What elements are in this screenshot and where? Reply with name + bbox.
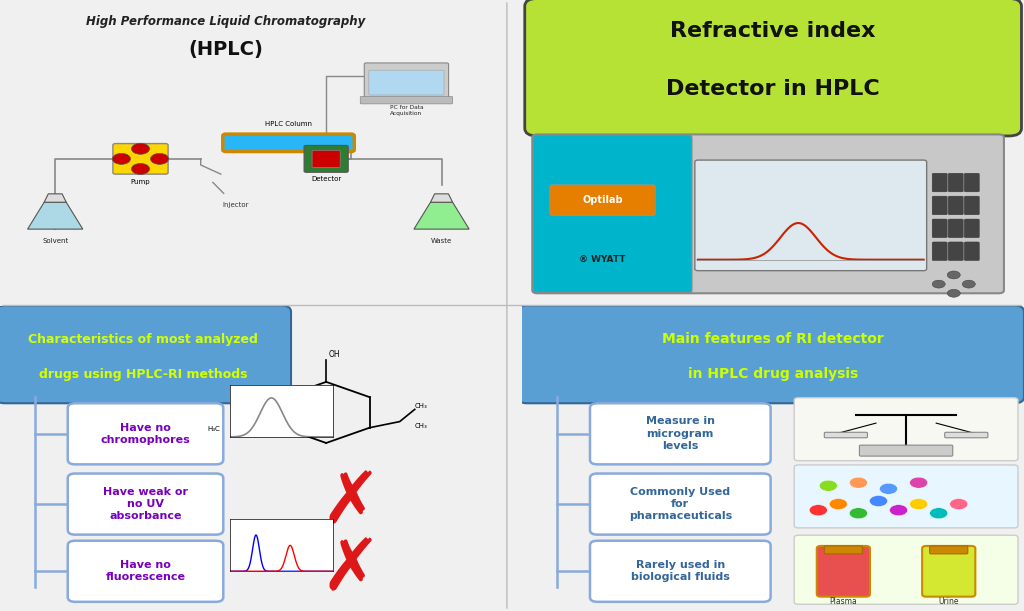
Text: Detector in HPLC: Detector in HPLC — [667, 79, 880, 98]
Polygon shape — [28, 202, 83, 229]
Polygon shape — [414, 202, 469, 229]
Text: ✗: ✗ — [321, 537, 382, 606]
FancyBboxPatch shape — [0, 306, 291, 403]
Circle shape — [947, 271, 961, 279]
Circle shape — [930, 508, 948, 519]
FancyBboxPatch shape — [795, 398, 1018, 461]
Text: Detector: Detector — [311, 176, 341, 181]
Text: in HPLC drug analysis: in HPLC drug analysis — [688, 367, 858, 381]
FancyBboxPatch shape — [113, 144, 168, 174]
Circle shape — [809, 505, 827, 516]
FancyBboxPatch shape — [534, 135, 692, 293]
Text: Characteristics of most analyzed: Characteristics of most analyzed — [28, 332, 258, 346]
Text: CH₃: CH₃ — [415, 423, 427, 429]
Circle shape — [131, 163, 150, 175]
Text: Plasma: Plasma — [829, 598, 857, 606]
Polygon shape — [430, 194, 453, 202]
FancyBboxPatch shape — [369, 70, 444, 95]
Text: Measure in
microgram
levels: Measure in microgram levels — [646, 417, 715, 451]
Circle shape — [829, 499, 848, 510]
Circle shape — [151, 153, 169, 164]
FancyBboxPatch shape — [590, 541, 771, 602]
Text: H₃C: H₃C — [208, 426, 220, 432]
FancyBboxPatch shape — [795, 535, 1018, 604]
FancyBboxPatch shape — [948, 196, 964, 215]
Circle shape — [932, 280, 945, 288]
FancyBboxPatch shape — [824, 546, 862, 554]
FancyBboxPatch shape — [965, 174, 979, 192]
FancyBboxPatch shape — [365, 63, 449, 99]
Circle shape — [131, 143, 150, 155]
Text: CH₃: CH₃ — [415, 403, 427, 409]
Text: ® WYATT: ® WYATT — [580, 255, 626, 264]
Circle shape — [880, 483, 898, 494]
FancyBboxPatch shape — [590, 403, 771, 464]
Text: (HPLC): (HPLC) — [188, 40, 263, 59]
Polygon shape — [44, 194, 67, 202]
Circle shape — [890, 505, 907, 516]
Text: Have no
chromophores: Have no chromophores — [100, 423, 190, 445]
Text: Injector: Injector — [222, 202, 249, 208]
FancyBboxPatch shape — [932, 242, 947, 260]
Text: ✗: ✗ — [321, 470, 382, 538]
FancyBboxPatch shape — [695, 160, 927, 271]
FancyBboxPatch shape — [965, 196, 979, 215]
FancyBboxPatch shape — [795, 465, 1018, 528]
FancyBboxPatch shape — [304, 145, 348, 172]
Circle shape — [849, 477, 867, 488]
FancyBboxPatch shape — [312, 150, 340, 167]
Text: Optilab: Optilab — [583, 195, 623, 205]
FancyBboxPatch shape — [965, 219, 979, 238]
FancyBboxPatch shape — [824, 433, 867, 437]
FancyBboxPatch shape — [965, 242, 979, 260]
Circle shape — [869, 496, 888, 507]
Text: Waste: Waste — [431, 238, 453, 244]
Text: Urine: Urine — [938, 598, 959, 606]
FancyBboxPatch shape — [932, 196, 947, 215]
Circle shape — [849, 508, 867, 519]
Text: Pump: Pump — [131, 178, 151, 185]
Text: Have no
fluorescence: Have no fluorescence — [105, 560, 185, 582]
Text: Have weak or
no UV
absorbance: Have weak or no UV absorbance — [103, 487, 188, 521]
Text: Solvent: Solvent — [42, 238, 69, 244]
Text: Refractive index: Refractive index — [671, 21, 876, 40]
FancyBboxPatch shape — [859, 445, 952, 456]
FancyBboxPatch shape — [932, 219, 947, 238]
FancyBboxPatch shape — [360, 97, 453, 104]
FancyBboxPatch shape — [932, 174, 947, 192]
Circle shape — [949, 499, 968, 510]
Circle shape — [819, 480, 838, 491]
Text: High Performance Liquid Chromatography: High Performance Liquid Chromatography — [86, 15, 366, 28]
FancyBboxPatch shape — [532, 134, 1004, 293]
FancyBboxPatch shape — [948, 242, 964, 260]
Text: Commonly Used
for
pharmaceuticals: Commonly Used for pharmaceuticals — [629, 487, 732, 521]
FancyBboxPatch shape — [68, 403, 223, 464]
FancyBboxPatch shape — [817, 546, 870, 596]
FancyBboxPatch shape — [948, 174, 964, 192]
FancyBboxPatch shape — [945, 433, 988, 437]
FancyBboxPatch shape — [524, 0, 1022, 136]
Circle shape — [113, 153, 130, 164]
Text: Rarely used in
biological fluids: Rarely used in biological fluids — [631, 560, 730, 582]
FancyBboxPatch shape — [68, 541, 223, 602]
Text: PC for Data
Acquisition: PC for Data Acquisition — [389, 105, 423, 116]
Circle shape — [947, 289, 961, 297]
FancyBboxPatch shape — [923, 546, 975, 596]
Circle shape — [963, 280, 975, 288]
Text: drugs using HPLC-RI methods: drugs using HPLC-RI methods — [39, 368, 247, 381]
FancyBboxPatch shape — [223, 134, 354, 152]
Text: HPLC Column: HPLC Column — [265, 121, 312, 127]
Text: Main features of RI detector: Main features of RI detector — [663, 332, 884, 346]
FancyBboxPatch shape — [550, 185, 655, 215]
FancyBboxPatch shape — [930, 546, 968, 554]
Circle shape — [909, 499, 928, 510]
FancyBboxPatch shape — [590, 474, 771, 535]
FancyBboxPatch shape — [68, 474, 223, 535]
Circle shape — [909, 477, 928, 488]
FancyBboxPatch shape — [517, 306, 1024, 403]
Text: OH: OH — [329, 350, 340, 359]
FancyBboxPatch shape — [948, 219, 964, 238]
